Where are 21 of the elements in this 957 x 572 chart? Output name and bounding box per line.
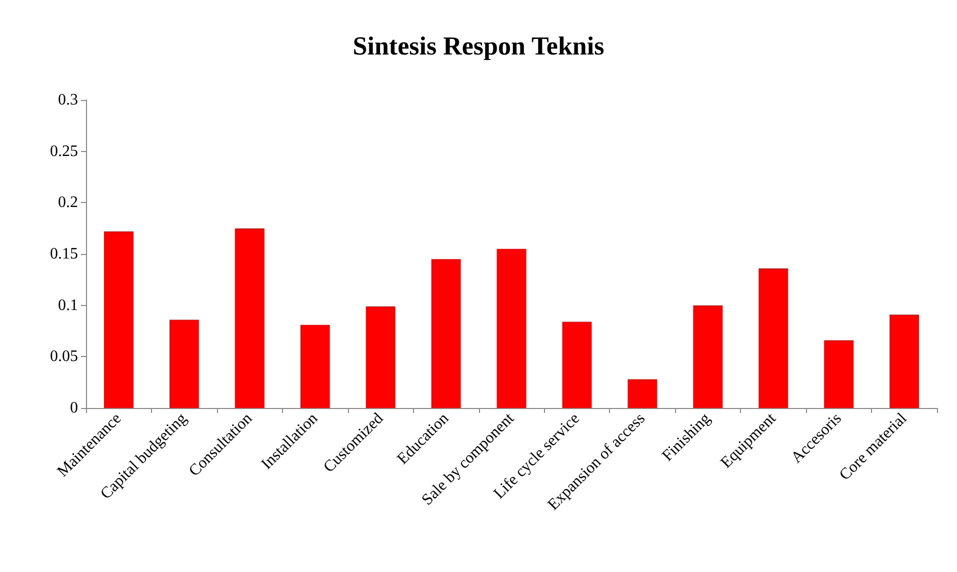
bar [366, 306, 396, 408]
y-tick-label: 0.15 [50, 246, 78, 262]
bar [431, 259, 461, 408]
bar [169, 320, 199, 408]
bar [300, 324, 330, 408]
bar [824, 340, 854, 408]
y-tick-label: 0.3 [58, 92, 78, 108]
bar [693, 305, 723, 408]
y-tick-label: 0.25 [50, 142, 78, 160]
bar [628, 379, 658, 408]
chart-title: Sintesis Respon Teknis [352, 32, 604, 60]
bar [890, 314, 919, 408]
bar [758, 268, 788, 408]
bar [562, 322, 592, 408]
bar [104, 231, 134, 408]
y-tick-label: 0.1 [58, 296, 78, 314]
bar [234, 228, 264, 408]
y-tick-label: 0.2 [58, 194, 78, 212]
bar [496, 248, 526, 408]
y-tick-label: 0 [70, 400, 78, 416]
y-tick-label: 0.05 [50, 348, 78, 366]
